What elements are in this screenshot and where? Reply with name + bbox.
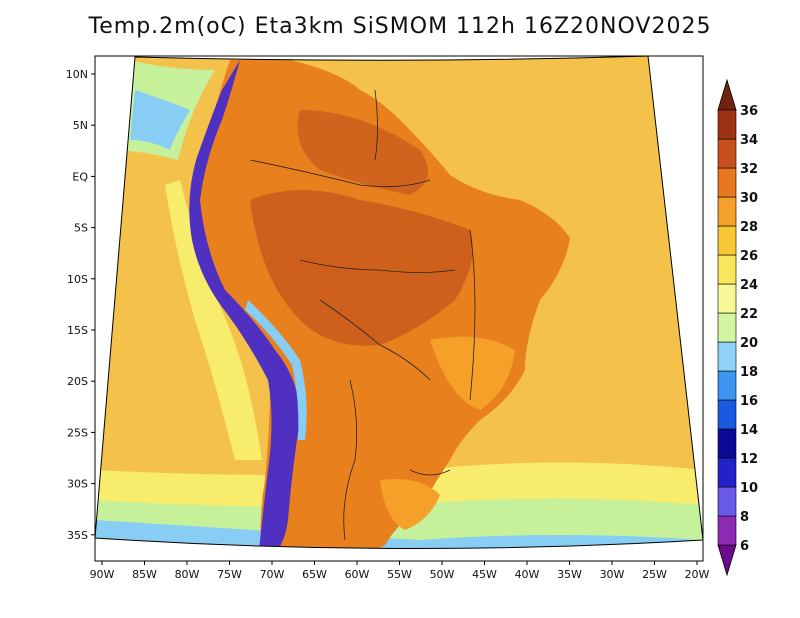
map-title: Temp.2m(oC) Eta3km SiSMOM 112h 16Z20NOV2… — [88, 14, 712, 39]
colorbar-label: 26 — [740, 249, 758, 264]
lat-tick-label: 30S — [67, 478, 88, 491]
colorbar-label: 34 — [740, 133, 758, 148]
colorbar-label: 12 — [740, 452, 758, 467]
colorbar-segment — [717, 341, 737, 372]
andes-cold-zone — [189, 60, 300, 549]
lat-tick-label: 10N — [66, 68, 88, 81]
lon-tick-label: 80W — [175, 568, 200, 581]
ocean-cold-band-south — [95, 520, 703, 549]
colorbar-segment — [717, 457, 737, 488]
lon-tick-label: 20W — [685, 568, 710, 581]
colorbar-label: 6 — [740, 539, 749, 554]
colorbar-segment — [717, 167, 737, 198]
colorbar-label: 20 — [740, 336, 758, 351]
lat-tick-label: 35S — [67, 529, 88, 542]
country-borders — [249, 89, 476, 541]
lon-tick-label: 70W — [260, 568, 285, 581]
latitude-axis: 10N 5N EQ 5S 10S 15S 20S 25S 30S 35S — [66, 68, 95, 542]
lon-tick-label: 25W — [642, 568, 667, 581]
south-warm-zone — [380, 479, 440, 530]
colorbar-label: 14 — [740, 423, 758, 438]
colorbar-label: 24 — [740, 278, 758, 293]
pacific-cool-coast — [165, 180, 262, 460]
colorbar-segment — [717, 196, 737, 227]
colorbar-segment — [717, 486, 737, 517]
lon-tick-label: 35W — [557, 568, 582, 581]
lon-tick-label: 75W — [217, 568, 242, 581]
lon-tick-label: 45W — [472, 568, 497, 581]
colorbar-segment — [717, 283, 737, 314]
lon-tick-label: 90W — [90, 568, 115, 581]
lat-tick-label: 5N — [73, 119, 88, 132]
lat-tick-label: 5S — [74, 222, 88, 235]
colorbar-arrow-bottom — [717, 544, 737, 577]
colorbar-label: 30 — [740, 191, 758, 206]
interior-hot-zone — [250, 190, 473, 346]
colorbar-segment — [717, 370, 737, 401]
longitude-axis: 90W 85W 80W 75W 70W 65W 60W 55W 50W 45W 40W 35W 30W 2… — [90, 561, 710, 581]
lon-tick-label: 60W — [345, 568, 370, 581]
lon-tick-label: 30W — [600, 568, 625, 581]
lat-tick-label: EQ — [72, 170, 88, 183]
lat-tick-label: 15S — [67, 324, 88, 337]
colorbar: 6 8 10 12 14 16 18 20 22 24 26 28 30 32 34 36 — [717, 78, 758, 577]
lat-tick-label: 25S — [67, 426, 88, 439]
lon-tick-label: 50W — [430, 568, 455, 581]
lat-tick-label: 20S — [67, 375, 88, 388]
colorbar-label: 22 — [740, 307, 758, 322]
colorbar-segment — [717, 109, 737, 140]
colorbar-label: 36 — [740, 104, 758, 119]
colorbar-segment — [717, 225, 737, 256]
andes-fringe — [245, 300, 307, 440]
colorbar-segment — [717, 254, 737, 285]
pacific-cold-north — [130, 90, 190, 150]
lon-tick-label: 65W — [302, 568, 327, 581]
north-hot-zone — [297, 110, 428, 195]
colorbar-segment — [717, 312, 737, 343]
lon-tick-label: 55W — [387, 568, 412, 581]
colorbar-arrow-top — [717, 78, 737, 111]
colorbar-label: 10 — [740, 481, 758, 496]
lat-tick-label: 10S — [67, 273, 88, 286]
lon-tick-label: 40W — [515, 568, 540, 581]
map-border — [94, 55, 704, 550]
colorbar-segment — [717, 515, 737, 546]
colorbar-label: 32 — [740, 162, 758, 177]
colorbar-label: 16 — [740, 394, 758, 409]
colorbar-label: 8 — [740, 510, 749, 525]
colorbar-segment — [717, 399, 737, 430]
lon-tick-label: 85W — [132, 568, 157, 581]
colorbar-segment — [717, 138, 737, 169]
map-domain — [95, 56, 703, 549]
colorbar-segment — [717, 428, 737, 459]
colorbar-label: 18 — [740, 365, 758, 380]
colorbar-label: 28 — [740, 220, 758, 235]
